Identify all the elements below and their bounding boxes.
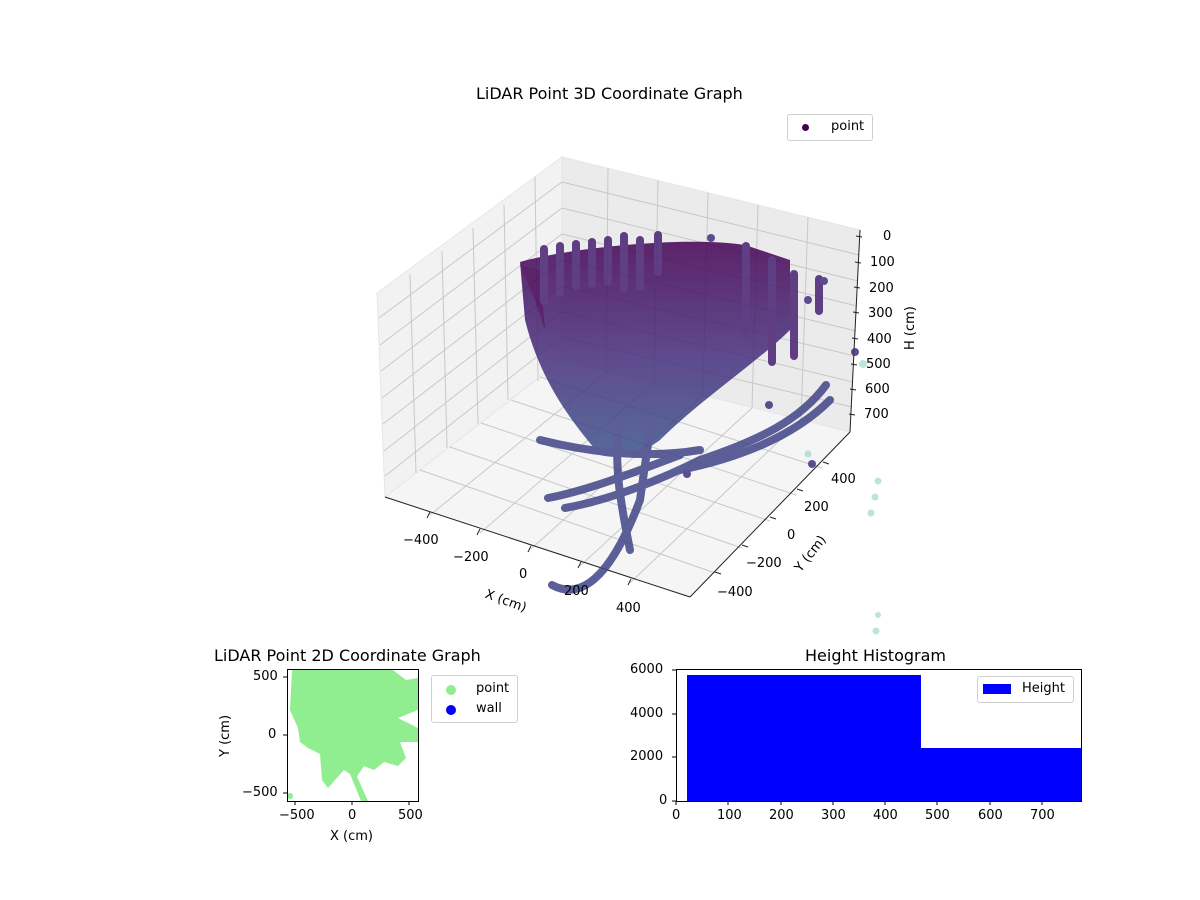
z-tick-label: 100 <box>870 255 895 270</box>
y-tick-label: 500 <box>253 669 278 684</box>
x-tick-label: −200 <box>453 550 489 565</box>
point-cloud-2d <box>288 670 418 801</box>
x-tick-label: 500 <box>398 808 423 823</box>
y-tick-label: −500 <box>242 785 278 800</box>
x-tick-label: 200 <box>564 584 589 599</box>
y-axis-label: Y (cm) <box>218 714 233 757</box>
z-tick-label: 200 <box>869 281 894 296</box>
x-tick-label: 0 <box>519 567 528 582</box>
z-axis-label: H (cm) <box>903 306 918 350</box>
y-tick-label: 200 <box>804 500 829 515</box>
x-tick-label: 300 <box>821 808 846 823</box>
y-tick-label: 4000 <box>630 706 664 721</box>
legend-label: point <box>476 681 510 696</box>
legend-label: point <box>831 119 865 134</box>
histogram-bar <box>687 675 921 801</box>
y-tick-label: −200 <box>746 556 782 571</box>
z-tick-label: 400 <box>867 332 892 347</box>
x-tick-label: 0 <box>348 808 357 823</box>
z-tick-label: 500 <box>866 357 891 372</box>
x-tick-label: 600 <box>978 808 1003 823</box>
point-cloud-3d <box>520 231 882 635</box>
legend-swatch-height <box>983 684 1011 694</box>
legend-3d: point <box>787 114 873 141</box>
x-tick-label: −400 <box>403 533 439 548</box>
x-tick-label: 400 <box>616 601 641 616</box>
legend-marker-point <box>446 685 456 695</box>
legend-label: wall <box>476 701 502 716</box>
histogram-title: Height Histogram <box>805 646 946 665</box>
y-tick-label: 0 <box>268 727 277 742</box>
legend-label: Height <box>1022 681 1065 696</box>
y-tick-label: 6000 <box>630 662 664 677</box>
y-tick-label: 2000 <box>630 749 664 764</box>
x-tick-label: 0 <box>672 808 681 823</box>
plot-3d-title: LiDAR Point 3D Coordinate Graph <box>476 84 743 103</box>
z-tick-label: 600 <box>865 382 890 397</box>
y-tick-label: −400 <box>717 585 753 600</box>
plot-2d-axes <box>287 669 419 802</box>
y-tick-label: 400 <box>831 472 856 487</box>
legend-marker-point <box>802 124 809 131</box>
x-tick-label: 700 <box>1030 808 1055 823</box>
legend-histogram: Height <box>977 676 1074 703</box>
z-tick-label: 0 <box>883 229 892 244</box>
x-tick-label: 400 <box>873 808 898 823</box>
x-axis-label: X (cm) <box>330 829 373 844</box>
x-tick-label: 100 <box>717 808 742 823</box>
histogram-bar <box>921 748 1081 801</box>
y-tick-label: 0 <box>659 793 668 808</box>
legend-2d: point wall <box>431 675 518 723</box>
x-tick-label: −500 <box>279 808 315 823</box>
plot-2d-title: LiDAR Point 2D Coordinate Graph <box>214 646 481 665</box>
x-tick-label: 500 <box>925 808 950 823</box>
y-tick-label: 0 <box>787 528 796 543</box>
legend-marker-wall <box>446 705 456 715</box>
z-tick-label: 700 <box>864 407 889 422</box>
z-tick-label: 300 <box>868 306 893 321</box>
x-tick-label: 200 <box>769 808 794 823</box>
